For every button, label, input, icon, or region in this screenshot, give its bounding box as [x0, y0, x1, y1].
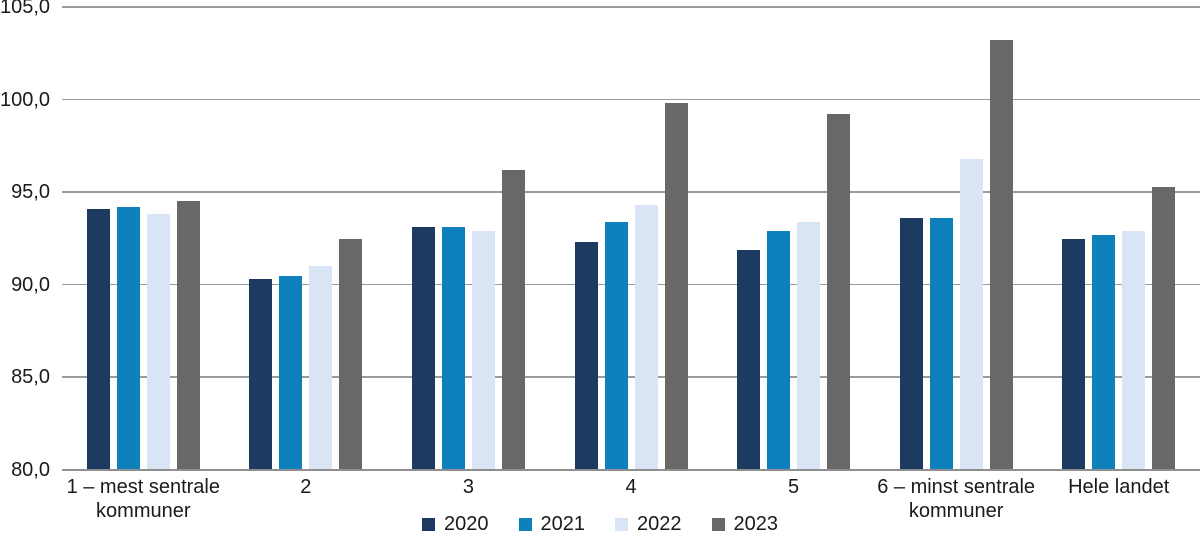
legend-label: 2022: [637, 513, 682, 535]
bar-2020-1: [86, 208, 110, 470]
gridline: [62, 6, 1200, 8]
y-tick-label: 100,0: [0, 88, 51, 111]
chart-legend: 2020 2021 2022 2023: [0, 514, 1200, 534]
legend-label: 2021: [540, 513, 586, 535]
bar-2023-2: [339, 238, 363, 470]
bar-2021-5: [767, 231, 791, 470]
legend-item-2021: 2021: [518, 513, 586, 535]
bar-2020-2: [249, 279, 273, 470]
bar-2020-3: [411, 227, 435, 470]
bar-2022-7: [1122, 231, 1146, 470]
bar-2022-4: [634, 205, 658, 470]
bar-2022-5: [797, 221, 821, 470]
category-label: 2: [300, 476, 312, 498]
bar-2021-7: [1092, 234, 1116, 470]
bar-2021-3: [441, 227, 465, 470]
legend-swatch-icon: [518, 517, 532, 531]
category-label: 5: [788, 476, 800, 498]
legend-item-2023: 2023: [711, 513, 779, 535]
legend-swatch-icon: [422, 517, 435, 531]
category-label: Hele landet: [1068, 476, 1170, 498]
bar-2023-4: [664, 103, 688, 470]
bar-2023-3: [501, 169, 525, 470]
y-tick-label: 90,0: [11, 273, 50, 296]
bar-2022-3: [471, 231, 495, 470]
x-axis-line: [62, 469, 1200, 471]
legend-item-2020: 2020: [422, 514, 489, 534]
legend-label: 2023: [733, 513, 779, 535]
category-label: 1 – mest sentrale kommuner: [66, 476, 220, 522]
bar-2023-7: [1152, 186, 1176, 470]
gridline: [62, 191, 1200, 193]
gridline: [62, 283, 1200, 286]
legend-swatch-icon: [711, 517, 725, 531]
y-tick-label: 105,0: [0, 0, 51, 18]
y-tick-label: 85,0: [11, 366, 50, 389]
bar-2022-1: [146, 214, 170, 470]
bar-2021-6: [929, 218, 953, 470]
bar-2020-7: [1062, 238, 1086, 470]
gridline: [62, 98, 1200, 101]
bar-2023-5: [827, 114, 851, 470]
bar-2022-6: [959, 158, 983, 470]
bar-2022-2: [309, 266, 333, 470]
bar-2020-6: [899, 218, 923, 470]
category-label: 6 – minst sentrale kommuner: [877, 476, 1036, 522]
legend-item-2022: 2022: [615, 514, 682, 534]
gridline: [62, 376, 1200, 378]
bar-2021-1: [116, 207, 140, 470]
category-label: 4: [625, 476, 637, 498]
bar-2020-4: [574, 242, 598, 470]
bar-2021-2: [279, 275, 303, 470]
legend-label: 2020: [444, 513, 489, 535]
y-tick-label: 95,0: [11, 181, 50, 204]
legend-swatch-icon: [615, 517, 628, 531]
bar-2021-4: [604, 221, 628, 470]
category-label: 3: [462, 476, 474, 498]
bar-2023-6: [989, 40, 1013, 470]
y-tick-label: 80,0: [11, 459, 50, 481]
bar-2020-5: [737, 249, 761, 470]
bar-2023-1: [176, 201, 200, 470]
